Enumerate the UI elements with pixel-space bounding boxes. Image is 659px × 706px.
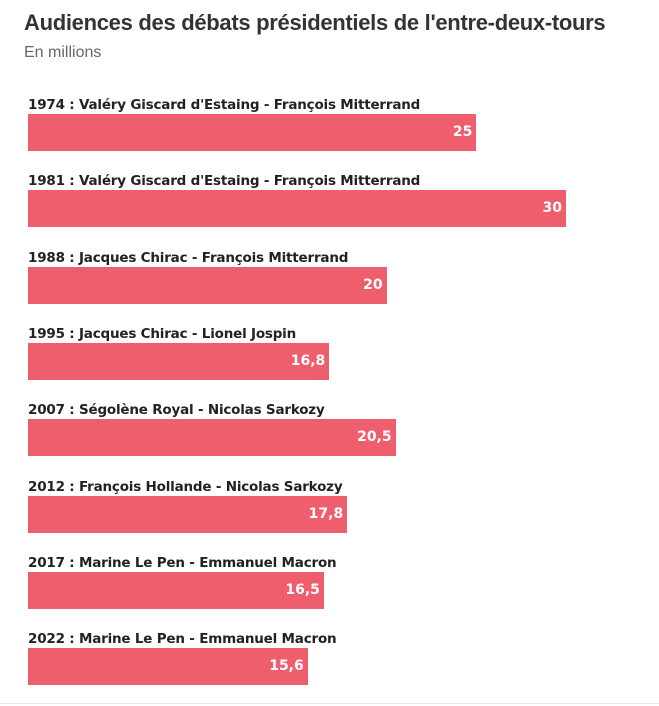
bar-value-label: 15,6 (269, 658, 304, 675)
bar-value-label: 25 (452, 124, 473, 140)
bar: 30 (28, 190, 566, 228)
bar-label: 1974 : Valéry Giscard d'Estaing - Franço… (28, 97, 421, 113)
bar-value-label: 20,5 (357, 429, 392, 446)
bar: 15,6 (28, 648, 308, 686)
bar: 25 (28, 114, 477, 151)
bar-value-label: 16,8 (290, 352, 326, 369)
bar: 20 (28, 266, 387, 304)
bar-label: 2012 : François Hollande - Nicolas Sarko… (28, 478, 343, 495)
bar-label: 1981 : Valéry Giscard d'Estaing - Franço… (28, 173, 421, 190)
bar-label: 1995 : Jacques Chirac - Lionel Jospin (28, 325, 297, 342)
chart-title: Audiences des débats présidentiels de l'… (24, 10, 606, 35)
bar-value-label: 30 (542, 200, 562, 217)
bar-label: 2017 : Marine Le Pen - Emmanuel Macron (28, 554, 337, 571)
bar-label: 2007 : Ségolène Royal - Nicolas Sarkozy (28, 402, 325, 419)
bar-value-label: 16,5 (285, 581, 320, 598)
chart-header: Audiences des débats présidentiels de l'… (24, 8, 644, 64)
bar-label: 1988 : Jacques Chirac - François Mitterr… (28, 249, 349, 266)
bar-value-label: 17,8 (308, 505, 344, 522)
bar: 20,5 (28, 419, 396, 457)
bar-value-label: 20 (363, 276, 383, 293)
bottom-divider (0, 703, 659, 704)
chart-subtitle: En millions (24, 44, 102, 61)
bar: 16,5 (28, 571, 324, 609)
bar: 16,8 (28, 342, 330, 380)
bar: 17,8 (28, 495, 348, 533)
bar-label: 2022 : Marine Le Pen - Emmanuel Macron (28, 631, 337, 648)
